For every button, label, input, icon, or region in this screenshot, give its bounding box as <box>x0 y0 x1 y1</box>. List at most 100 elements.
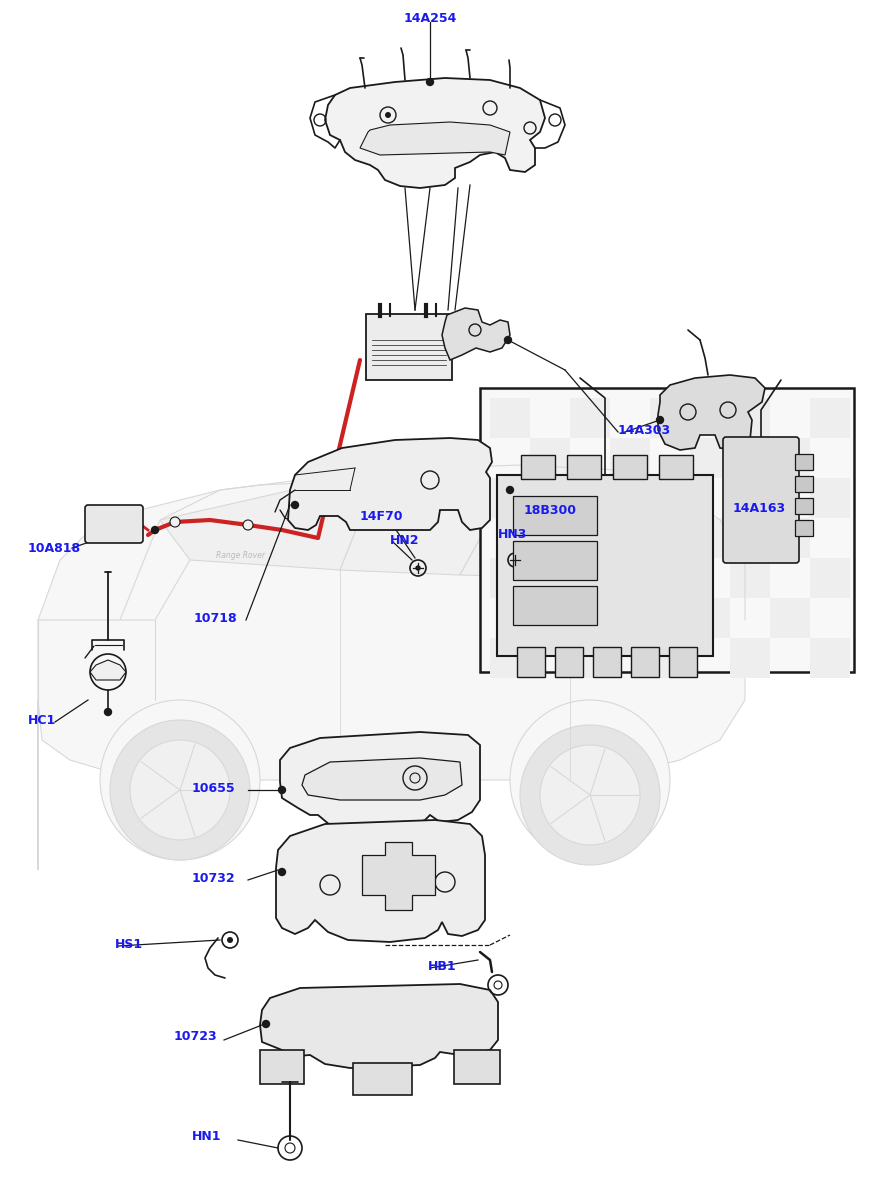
Circle shape <box>227 937 233 943</box>
Circle shape <box>291 502 298 509</box>
Polygon shape <box>362 842 435 910</box>
Bar <box>570 398 610 438</box>
FancyBboxPatch shape <box>454 1050 500 1084</box>
FancyBboxPatch shape <box>669 647 697 677</box>
FancyBboxPatch shape <box>555 647 583 677</box>
FancyBboxPatch shape <box>517 647 545 677</box>
Polygon shape <box>460 464 620 578</box>
Circle shape <box>152 527 159 534</box>
Polygon shape <box>360 122 510 155</box>
Text: 14A303: 14A303 <box>618 424 671 437</box>
Circle shape <box>656 416 663 424</box>
Text: HN3: HN3 <box>498 528 527 541</box>
Text: HN1: HN1 <box>192 1129 221 1142</box>
FancyBboxPatch shape <box>795 520 813 536</box>
Bar <box>730 398 770 438</box>
FancyBboxPatch shape <box>353 1063 412 1094</box>
Text: 14A163: 14A163 <box>733 502 786 515</box>
Bar <box>490 558 530 598</box>
Circle shape <box>100 700 260 860</box>
Circle shape <box>170 517 180 527</box>
Bar <box>730 558 770 598</box>
Bar <box>810 398 850 438</box>
Text: 10A818: 10A818 <box>28 541 81 554</box>
Bar <box>690 598 730 638</box>
Circle shape <box>263 1020 270 1027</box>
Circle shape <box>505 336 512 343</box>
Bar <box>530 438 570 478</box>
Bar <box>690 438 730 478</box>
Circle shape <box>416 566 420 570</box>
FancyBboxPatch shape <box>260 1050 304 1084</box>
Bar <box>610 518 650 558</box>
Polygon shape <box>276 820 485 942</box>
Circle shape <box>279 786 286 793</box>
Bar <box>770 598 810 638</box>
Polygon shape <box>90 660 126 680</box>
Bar <box>530 518 570 558</box>
Circle shape <box>385 112 391 118</box>
Circle shape <box>130 740 230 840</box>
Polygon shape <box>658 374 765 450</box>
Bar <box>490 478 530 518</box>
Text: HS1: HS1 <box>115 937 143 950</box>
Bar <box>730 638 770 678</box>
Circle shape <box>243 520 253 530</box>
Polygon shape <box>280 732 480 828</box>
Polygon shape <box>38 480 745 870</box>
FancyBboxPatch shape <box>521 455 555 479</box>
FancyBboxPatch shape <box>795 454 813 470</box>
FancyBboxPatch shape <box>85 505 143 542</box>
Circle shape <box>506 486 513 493</box>
Bar <box>650 478 690 518</box>
Polygon shape <box>302 758 462 800</box>
Bar <box>490 638 530 678</box>
Polygon shape <box>325 78 545 188</box>
Text: 14F70: 14F70 <box>360 510 403 522</box>
Circle shape <box>510 700 670 860</box>
Circle shape <box>104 708 111 715</box>
FancyBboxPatch shape <box>513 586 597 625</box>
Bar <box>650 558 690 598</box>
Bar <box>690 518 730 558</box>
Circle shape <box>520 725 660 865</box>
Circle shape <box>279 869 286 876</box>
Polygon shape <box>288 438 492 530</box>
Circle shape <box>540 745 640 845</box>
FancyBboxPatch shape <box>567 455 601 479</box>
Circle shape <box>757 485 764 492</box>
Bar <box>570 638 610 678</box>
Bar <box>810 558 850 598</box>
FancyBboxPatch shape <box>513 496 597 535</box>
FancyBboxPatch shape <box>631 647 659 677</box>
Bar <box>650 638 690 678</box>
Bar <box>530 598 570 638</box>
Bar <box>650 398 690 438</box>
Text: scuderia: scuderia <box>137 526 483 594</box>
FancyBboxPatch shape <box>513 541 597 580</box>
Polygon shape <box>160 470 380 570</box>
Polygon shape <box>340 464 520 575</box>
Text: 10718: 10718 <box>194 612 237 624</box>
Bar <box>570 558 610 598</box>
FancyBboxPatch shape <box>613 455 647 479</box>
FancyBboxPatch shape <box>480 388 854 672</box>
Text: 10655: 10655 <box>192 781 235 794</box>
Circle shape <box>110 720 250 860</box>
Text: HB1: HB1 <box>428 960 457 972</box>
FancyBboxPatch shape <box>593 647 621 677</box>
Text: HN2: HN2 <box>390 534 420 546</box>
FancyBboxPatch shape <box>795 476 813 492</box>
FancyBboxPatch shape <box>723 437 799 563</box>
Polygon shape <box>260 984 498 1068</box>
Bar <box>570 478 610 518</box>
Bar <box>770 518 810 558</box>
FancyBboxPatch shape <box>659 455 693 479</box>
Bar <box>770 438 810 478</box>
Bar <box>610 438 650 478</box>
Polygon shape <box>570 470 680 578</box>
Text: 10732: 10732 <box>192 871 235 884</box>
FancyBboxPatch shape <box>497 475 713 656</box>
Circle shape <box>427 78 433 85</box>
Bar <box>490 398 530 438</box>
